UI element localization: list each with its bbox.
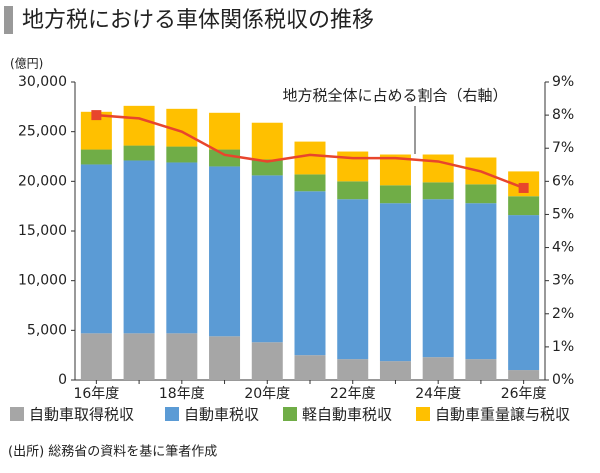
bar-segment	[465, 203, 497, 360]
bar-segment	[294, 174, 326, 192]
legend-swatch	[165, 407, 179, 421]
bar-segment	[209, 149, 241, 167]
y2-tick-label: 7%	[552, 140, 574, 156]
bar-segment	[294, 141, 326, 175]
chart-title: 地方税における車体関係税収の推移	[22, 8, 374, 33]
y2-tick-label: 9%	[552, 74, 574, 90]
bar-segment	[209, 166, 241, 337]
legend-label: 軽自動車税収	[302, 406, 392, 424]
bar-segment	[209, 336, 241, 380]
x-tick-label: 20年度	[244, 386, 290, 402]
legend-label: 自動車取得税収	[29, 406, 134, 424]
bar-segment	[294, 191, 326, 356]
y-tick-label: 5,000	[27, 322, 67, 338]
bar-segment	[123, 105, 155, 146]
legend-swatch	[416, 407, 430, 421]
bar-segment	[422, 357, 454, 380]
bar-segment	[465, 359, 497, 380]
y2-tick-label: 3%	[552, 273, 574, 289]
annotation: 地方税全体に占める割合（右軸）	[282, 87, 507, 105]
ratio-line	[96, 113, 525, 190]
x-tick-label: 18年度	[159, 386, 205, 402]
source: (出所) 総務省の資料を基に筆者作成	[8, 445, 217, 460]
bar-segment	[251, 159, 283, 176]
bar-segment	[123, 160, 155, 334]
title-block	[4, 6, 13, 34]
y2-tick-label: 8%	[552, 107, 574, 123]
bar-segment	[80, 164, 112, 334]
bar-segment	[337, 181, 369, 200]
bar-segment	[337, 359, 369, 380]
y-tick-label: 20,000	[18, 173, 67, 189]
line-marker	[91, 110, 102, 121]
y2-tick-label: 6%	[552, 173, 574, 189]
bar-segment	[123, 145, 155, 161]
bar-segment	[379, 203, 411, 362]
legend-label: 自動車税収	[184, 406, 259, 424]
y-tick-label: 30,000	[18, 74, 67, 90]
legend-label: 自動車重量譲与税収	[435, 406, 570, 424]
y-tick-label: 0	[58, 372, 67, 388]
bar-segment	[251, 122, 283, 160]
bar-segment	[508, 370, 540, 380]
line-marker	[518, 182, 529, 193]
bar-segment	[80, 333, 112, 380]
bar-segment	[379, 361, 411, 380]
y-tick-label: 10,000	[18, 273, 67, 289]
y-tick-label: 15,000	[18, 223, 67, 239]
legend-swatch	[10, 407, 24, 421]
bar-segment	[251, 342, 283, 380]
bar-segment	[508, 215, 540, 371]
y2-tick-label: 0%	[552, 372, 574, 388]
bar-segment	[294, 355, 326, 380]
y2-tick-label: 5%	[552, 206, 574, 222]
bar-segment	[166, 333, 198, 380]
bar-segment	[508, 196, 540, 216]
bar-segment	[337, 199, 369, 360]
y-unit-label: (億円)	[10, 57, 43, 71]
bar-segment	[465, 184, 497, 204]
y2-tick-label: 2%	[552, 306, 574, 322]
y-tick-label: 25,000	[18, 124, 67, 140]
x-tick-label: 22年度	[330, 386, 376, 402]
x-tick-label: 26年度	[501, 386, 547, 402]
bar-segment	[123, 333, 155, 380]
bar-segment	[80, 149, 112, 165]
bar-segment	[209, 112, 241, 150]
bar-segment	[422, 154, 454, 183]
bar-segment	[166, 162, 198, 334]
bar-segment	[379, 185, 411, 204]
bar-segment	[337, 151, 369, 182]
y2-tick-label: 4%	[552, 240, 574, 256]
y2-tick-label: 1%	[552, 339, 574, 355]
bar-segment	[422, 182, 454, 200]
x-tick-label: 16年度	[73, 386, 119, 402]
legend-swatch	[283, 407, 297, 421]
bar-segment	[166, 146, 198, 163]
x-tick-label: 24年度	[415, 386, 461, 402]
bar-segment	[251, 175, 283, 343]
bar-segment	[422, 199, 454, 358]
